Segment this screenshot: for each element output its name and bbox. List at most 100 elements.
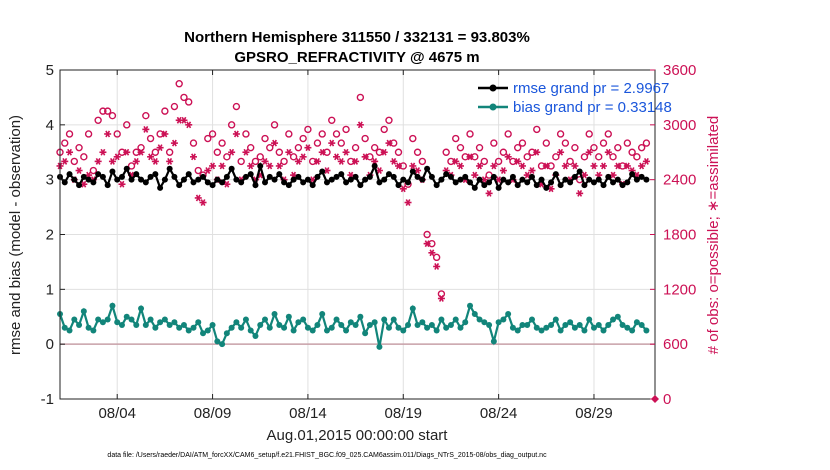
bias-series-point [271, 311, 278, 318]
bias-series-point [185, 327, 192, 334]
rmse-series-point [619, 182, 626, 189]
obs-possible-point [213, 148, 222, 156]
obs-possible-point [480, 157, 489, 166]
rmse-series-point [85, 176, 92, 183]
obs-possible-point [161, 107, 169, 115]
obs-assimilated-point [132, 157, 140, 165]
obs-assimilated-point [285, 148, 293, 156]
rmse-series-point [476, 176, 483, 183]
obs-possible-point [556, 130, 565, 138]
bias-series-point [343, 327, 350, 334]
obs-possible-point [590, 143, 598, 152]
bias-series-point [219, 341, 226, 348]
x-tick-label: 08/14 [289, 405, 327, 422]
x-tick-label: 08/09 [194, 405, 232, 422]
bias-series-point [118, 321, 125, 328]
y-left-tick-label: 4 [46, 117, 54, 134]
obs-assimilated-point [514, 157, 522, 165]
obs-possible-point [242, 130, 250, 138]
rmse-series-point [385, 171, 392, 178]
y-right-axis-label: # of obs: o=possible; ∗=assimilated [705, 116, 722, 355]
rmse-series-point [562, 176, 569, 183]
obs-assimilated-point [328, 139, 336, 147]
y-left-axis-ticks: -1 0 1 2 3 4 5 [41, 62, 65, 408]
obs-assimilated-point [590, 162, 598, 170]
rmse-series-point [219, 179, 226, 186]
obs-possible-point [237, 157, 245, 166]
y-right-tick-label: 2400 [663, 172, 696, 189]
obs-assimilated-point [471, 171, 479, 179]
obs-assimilated-point [294, 157, 302, 165]
bias-series-point [533, 324, 540, 331]
obs-assimilated-point [604, 148, 612, 156]
obs-assimilated-point [638, 162, 646, 170]
rmse-series-point [357, 182, 364, 189]
bias-series-point [395, 324, 402, 331]
bias-series-point [161, 316, 168, 323]
obs-assimilated-point [433, 263, 441, 270]
rmse-series-point [95, 171, 102, 178]
bias-series-point [457, 324, 464, 331]
legend: rmse grand pr = 2.9967 bias grand pr = 0… [478, 80, 672, 116]
bias-series-point [266, 324, 273, 331]
rmse-series-point [185, 171, 192, 178]
obs-possible-point [356, 93, 365, 102]
y-left-tick-label: 3 [46, 172, 54, 189]
obs-possible-point [342, 125, 350, 134]
obs-possible-point [328, 116, 336, 124]
rmse-series-point [209, 182, 216, 189]
obs-possible-point [504, 130, 512, 138]
obs-possible-point [123, 121, 131, 129]
obs-possible-point [456, 143, 465, 152]
rmse-series-point [118, 173, 125, 180]
obs-possible-point [65, 130, 74, 138]
bias-series-point [190, 324, 197, 331]
bias-series-point [490, 338, 497, 345]
bias-series-point [171, 319, 178, 326]
bias-series-point [80, 308, 87, 315]
bias-series-point [152, 324, 159, 331]
obs-assimilated-point [571, 162, 579, 170]
bias-series-point [619, 321, 626, 328]
obs-possible-point [370, 143, 379, 152]
obs-possible-point [552, 153, 560, 161]
obs-possible-point [566, 157, 574, 166]
rmse-series-point [195, 176, 202, 183]
obs-assimilated-point [466, 153, 474, 161]
rmse-series-point [405, 179, 412, 186]
obs-possible-point [466, 130, 474, 138]
obs-possible-point [218, 139, 226, 147]
obs-assimilated-point [409, 162, 417, 170]
bias-series-point [486, 321, 493, 328]
x-tick-label: 08/04 [98, 405, 136, 422]
obs-assimilated-point [275, 162, 283, 170]
bias-series-point [476, 316, 483, 323]
chart-title-line1: Northern Hemisphere 311550 / 332131 = 93… [184, 29, 530, 46]
rmse-series-point [314, 173, 321, 180]
bias-series-point [390, 316, 397, 323]
bias-series-point [357, 313, 364, 320]
bias-series-point [462, 319, 469, 326]
rmse-series-point [233, 176, 240, 183]
bias-series-point [138, 305, 145, 312]
bias-series-point [133, 321, 140, 328]
rmse-series-point [247, 171, 254, 178]
obs-possible-point [170, 102, 179, 111]
obs-assimilated-point [156, 144, 164, 152]
bias-series-point [514, 327, 521, 334]
obs-assimilated-point [118, 180, 126, 188]
obs-possible-point [289, 153, 298, 161]
rmse-series-point [528, 173, 535, 180]
bias-series-point [333, 316, 340, 323]
y-left-tick-label: 0 [46, 336, 54, 353]
obs-possible-point [108, 111, 117, 120]
y-left-tick-label: 5 [46, 62, 54, 79]
bias-series-point [581, 327, 588, 334]
obs-possible-point [337, 139, 345, 147]
obs-possible-point [571, 143, 579, 152]
rmse-series-point [457, 176, 464, 183]
rmse-series-point [238, 179, 245, 186]
rmse-series-point [200, 173, 207, 180]
legend-bias-marker [489, 103, 497, 111]
